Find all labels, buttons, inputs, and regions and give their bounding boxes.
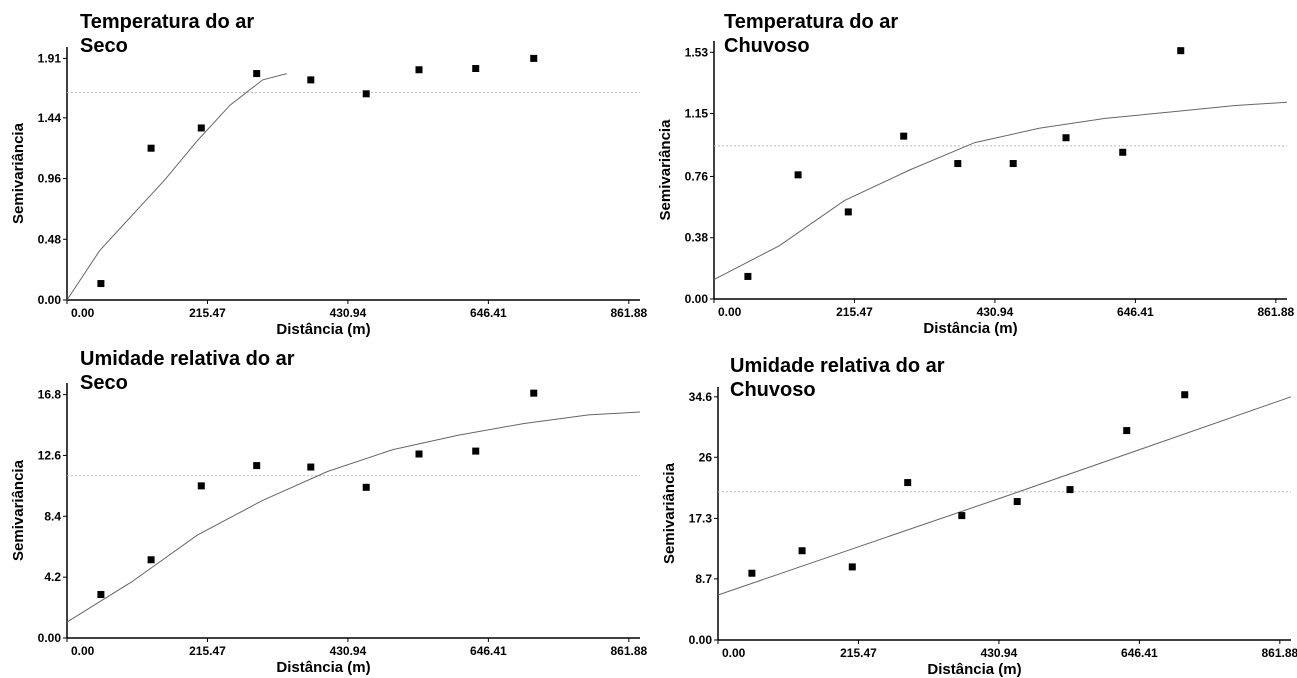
y-tick-label: 0.38 bbox=[685, 231, 709, 245]
x-tick-label: 430.94 bbox=[330, 306, 367, 320]
point bbox=[147, 556, 155, 564]
y-tick-label: 1.15 bbox=[685, 107, 709, 121]
point bbox=[530, 54, 538, 62]
x-tick-label: 861.88 bbox=[610, 306, 647, 320]
x-tick-label: 861.88 bbox=[1261, 646, 1297, 660]
point bbox=[307, 76, 315, 84]
x-tick-label: 430.94 bbox=[330, 644, 367, 658]
x-tick-label: 646.41 bbox=[470, 644, 507, 658]
x-tick-label: 215.47 bbox=[840, 646, 877, 660]
point bbox=[744, 272, 752, 280]
point bbox=[798, 547, 806, 555]
x-tick-label: 646.41 bbox=[1121, 646, 1158, 660]
chart-subtitle: Chuvoso bbox=[730, 379, 816, 401]
chart-title: Temperatura do ar bbox=[724, 11, 898, 33]
y-tick-label: 0.48 bbox=[38, 232, 62, 246]
x-tick-label: 430.94 bbox=[977, 305, 1014, 319]
chart-title: Umidade relativa do ar bbox=[730, 355, 945, 377]
chart-subtitle: Seco bbox=[80, 372, 128, 394]
model-curve bbox=[713, 101, 1288, 281]
point bbox=[253, 462, 261, 470]
point bbox=[1123, 427, 1131, 435]
y-axis-label: Semivariância bbox=[10, 459, 27, 561]
point bbox=[1009, 160, 1017, 168]
x-axis-label: Distância (m) bbox=[923, 320, 1017, 337]
point bbox=[97, 591, 105, 599]
y-tick-label: 34.6 bbox=[689, 390, 713, 404]
x-axis-label: Distância (m) bbox=[276, 321, 370, 338]
point bbox=[900, 132, 908, 140]
y-tick-label: 8.4 bbox=[44, 509, 61, 523]
point bbox=[472, 447, 480, 455]
x-tick-label: 0.00 bbox=[71, 306, 95, 320]
x-tick-label: 861.88 bbox=[1257, 305, 1294, 319]
y-tick-label: 17.3 bbox=[689, 511, 713, 525]
y-tick-label: 1.44 bbox=[38, 111, 62, 125]
y-tick-label: 1.53 bbox=[685, 45, 709, 59]
y-tick-label: 1.91 bbox=[38, 51, 62, 65]
x-tick-label: 430.94 bbox=[981, 646, 1018, 660]
point bbox=[1181, 391, 1189, 399]
point bbox=[1066, 486, 1074, 494]
y-tick-label: 12.6 bbox=[38, 448, 62, 462]
point bbox=[472, 65, 480, 73]
x-axis-label: Distância (m) bbox=[276, 659, 370, 676]
x-tick-label: 0.00 bbox=[718, 305, 742, 319]
x-tick-label: 861.88 bbox=[610, 644, 647, 658]
point bbox=[415, 450, 423, 458]
point bbox=[794, 171, 802, 179]
point bbox=[1013, 498, 1021, 506]
y-tick-label: 0.00 bbox=[689, 633, 713, 647]
point bbox=[904, 479, 912, 487]
x-tick-label: 215.47 bbox=[189, 306, 226, 320]
point bbox=[147, 144, 155, 152]
point bbox=[307, 463, 315, 471]
y-tick-label: 26 bbox=[699, 450, 713, 464]
model-curve bbox=[66, 73, 287, 301]
point bbox=[848, 563, 856, 571]
y-axis-label: Semivariância bbox=[657, 119, 674, 221]
point bbox=[958, 512, 966, 520]
chart-title: Temperatura do ar bbox=[80, 11, 254, 33]
point bbox=[954, 160, 962, 168]
point bbox=[97, 280, 105, 288]
y-tick-label: 8.7 bbox=[695, 572, 712, 586]
y-tick-label: 0.96 bbox=[38, 172, 62, 186]
point bbox=[362, 483, 370, 491]
x-tick-label: 215.47 bbox=[836, 305, 873, 319]
y-tick-label: 4.2 bbox=[44, 570, 61, 584]
chart-title: Umidade relativa do ar bbox=[80, 348, 295, 370]
y-tick-label: 0.00 bbox=[685, 292, 709, 306]
chart-subtitle: Chuvoso bbox=[724, 35, 810, 57]
point bbox=[1119, 148, 1127, 156]
point bbox=[1177, 47, 1185, 55]
point bbox=[844, 208, 852, 216]
x-tick-label: 646.41 bbox=[470, 306, 507, 320]
y-tick-label: 0.00 bbox=[38, 293, 62, 307]
y-tick-label: 0.76 bbox=[685, 169, 709, 183]
point bbox=[253, 70, 261, 78]
y-tick-label: 16.8 bbox=[38, 388, 62, 402]
x-tick-label: 646.41 bbox=[1117, 305, 1154, 319]
y-tick-label: 0.00 bbox=[38, 631, 62, 645]
chart-subtitle: Seco bbox=[80, 35, 128, 57]
point bbox=[362, 90, 370, 98]
model-curve bbox=[717, 396, 1292, 596]
x-tick-label: 0.00 bbox=[71, 644, 95, 658]
x-tick-label: 215.47 bbox=[189, 644, 226, 658]
x-axis-label: Distância (m) bbox=[927, 661, 1021, 678]
x-tick-label: 0.00 bbox=[722, 646, 746, 660]
point bbox=[415, 66, 423, 74]
y-axis-label: Semivariância bbox=[661, 462, 678, 564]
point bbox=[530, 389, 538, 397]
point bbox=[748, 569, 756, 577]
point bbox=[197, 482, 205, 490]
point bbox=[197, 124, 205, 132]
y-axis-label: Semivariância bbox=[10, 122, 27, 224]
model-curve bbox=[66, 411, 641, 623]
point bbox=[1062, 134, 1070, 142]
